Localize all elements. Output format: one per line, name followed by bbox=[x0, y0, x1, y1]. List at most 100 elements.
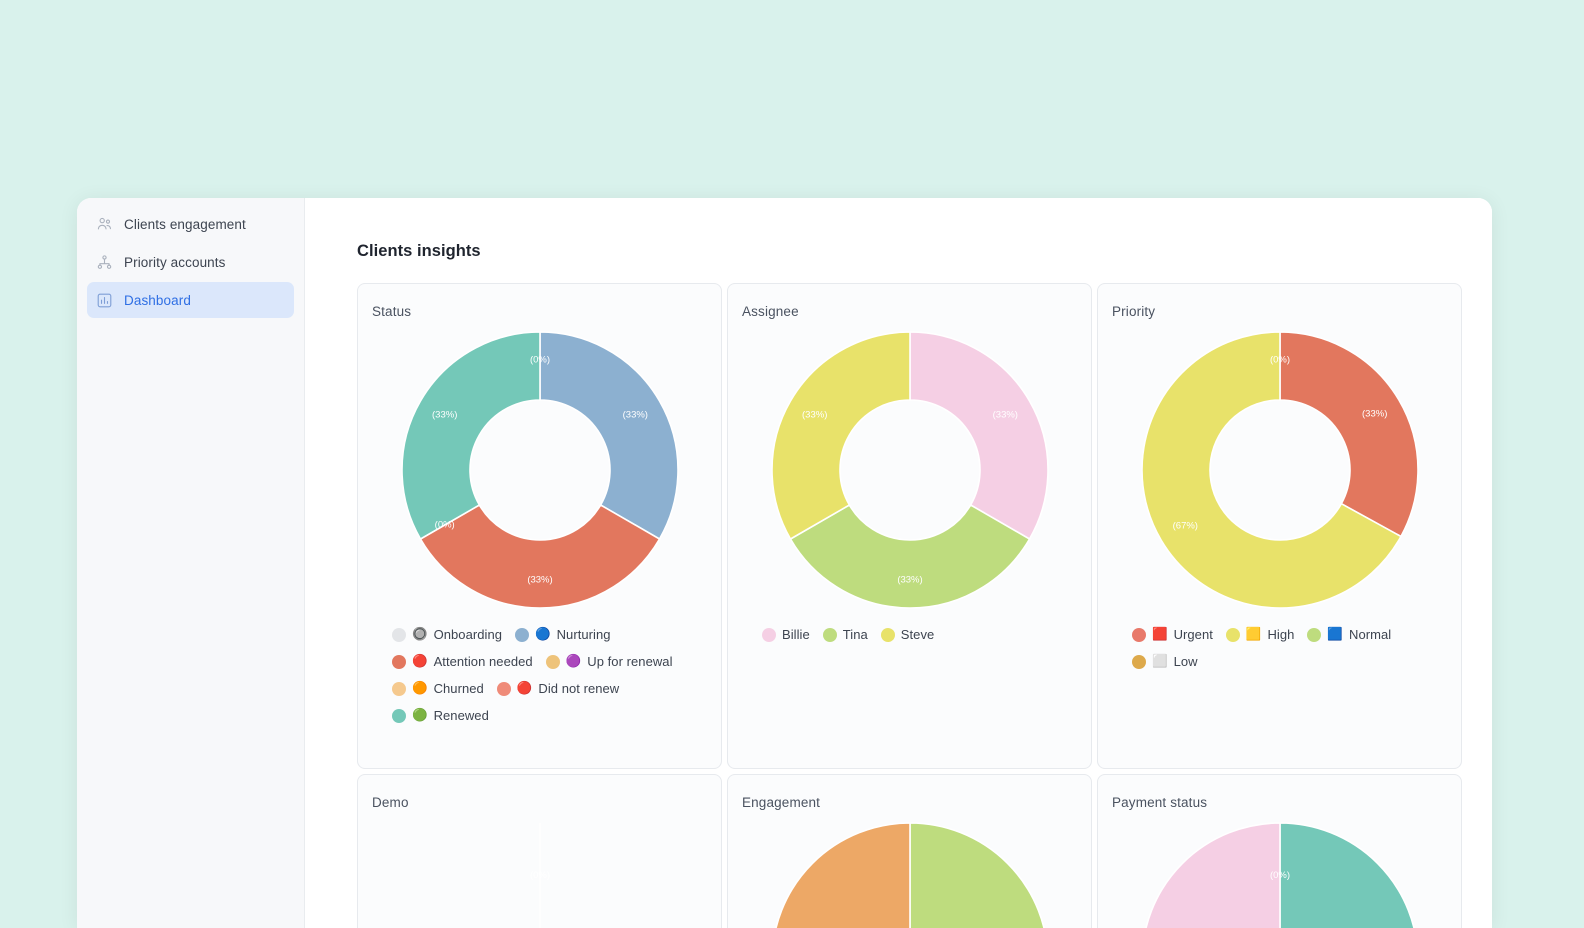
legend-color-dot bbox=[880, 627, 895, 642]
chart-card-grid: Status (0%) (33%) (33%) (0%) (33%) 🔘 Onboarding… bbox=[357, 283, 1492, 928]
red-circle-emoji: 🔴 bbox=[516, 681, 533, 696]
legend-item[interactable]: 🔴 Attention needed bbox=[392, 654, 533, 669]
legend-color-dot bbox=[392, 708, 406, 723]
legend-color-dot bbox=[1307, 627, 1322, 642]
legend-item[interactable]: 🔵 Nurturing bbox=[515, 627, 611, 642]
chart-card-title: Demo bbox=[372, 795, 409, 810]
white-square-emoji: ⬜ bbox=[1152, 654, 1168, 669]
legend-item[interactable]: 🟦 Normal bbox=[1307, 627, 1391, 642]
legend-label: Churned bbox=[433, 681, 484, 696]
chart-card-title: Payment status bbox=[1112, 795, 1208, 810]
legend-label: Renewed bbox=[433, 708, 489, 723]
donut-chart[interactable]: (33%) (33%) (33%) bbox=[742, 325, 1077, 615]
chart-card-payment-status: Payment status (0%) bbox=[1097, 774, 1462, 928]
legend-item[interactable]: Billie bbox=[762, 627, 810, 642]
sidebar-item-clients-engagement[interactable]: Clients engagement bbox=[87, 206, 294, 242]
legend-label: Did not renew bbox=[538, 681, 620, 696]
chart-legend: Billie Tina Steve bbox=[742, 615, 1077, 642]
legend-label: Normal bbox=[1349, 627, 1392, 642]
donut-slice[interactable] bbox=[770, 331, 911, 541]
chart-card-engagement: Engagement bbox=[727, 774, 1092, 928]
slice-percent-label: (33%) bbox=[527, 575, 552, 586]
chart-card-demo: Demo (0%) bbox=[357, 774, 722, 928]
slice-percent-label: (67%) bbox=[1172, 521, 1197, 532]
legend-color-dot bbox=[392, 681, 406, 696]
slice-percent-label: (33%) bbox=[992, 410, 1017, 421]
chart-card-priority: Priority (0%) (33%) (67%) 🟥 Urgent 🟨 High 🟦 Norma… bbox=[1097, 283, 1462, 769]
donut-chart[interactable]: (0%) (33%) (33%) (0%) (33%) bbox=[372, 325, 707, 615]
donut-chart[interactable]: (0%) bbox=[372, 816, 707, 928]
sidebar-item-label: Clients engagement bbox=[124, 216, 246, 232]
sidebar-item-priority-accounts[interactable]: Priority accounts bbox=[87, 244, 294, 280]
legend-item[interactable]: 🟨 High bbox=[1225, 627, 1295, 642]
blue-square-emoji: 🟦 bbox=[1327, 627, 1343, 642]
legend-color-dot bbox=[1225, 627, 1240, 642]
legend-color-dot bbox=[822, 627, 837, 642]
donut-chart[interactable]: (0%) bbox=[1112, 816, 1447, 928]
legend-label: Onboarding bbox=[433, 627, 503, 642]
sidebar-item-dashboard[interactable]: Dashboard bbox=[87, 282, 294, 318]
legend-item[interactable]: 🟢 Renewed bbox=[392, 708, 489, 723]
chart-card-title: Priority bbox=[1112, 304, 1156, 319]
donut-chart[interactable]: (0%) (33%) (67%) bbox=[1112, 325, 1447, 615]
donut-slice[interactable] bbox=[908, 822, 1048, 928]
sidebar-item-label: Dashboard bbox=[124, 292, 191, 308]
legend-item[interactable]: 🔴 Did not renew bbox=[496, 681, 620, 696]
users-icon bbox=[96, 216, 113, 233]
red-square-emoji: 🟥 bbox=[1152, 627, 1168, 642]
legend-item[interactable]: 🟣 Up for renewal bbox=[545, 654, 673, 669]
legend-item[interactable]: 🟥 Urgent bbox=[1132, 627, 1213, 642]
donut-slice[interactable] bbox=[772, 822, 911, 928]
donut-slice[interactable] bbox=[1142, 822, 1281, 928]
sidebar-item-label: Priority accounts bbox=[124, 254, 226, 270]
donut-slice[interactable] bbox=[418, 503, 661, 609]
chart-card-title: Engagement bbox=[742, 795, 821, 810]
chart-legend: 🟥 Urgent 🟨 High 🟦 Normal ⬜ Low bbox=[1112, 615, 1447, 669]
slice-percent-label: (33%) bbox=[622, 410, 647, 421]
legend-color-dot bbox=[496, 681, 511, 696]
donut-slice[interactable] bbox=[1278, 331, 1419, 538]
slice-percent-label: (33%) bbox=[1362, 409, 1387, 420]
legend-item[interactable]: Tina bbox=[822, 627, 868, 642]
purple-circle-emoji: 🟣 bbox=[565, 654, 582, 669]
slice-percent-label: (33%) bbox=[432, 410, 457, 421]
donut-slice[interactable] bbox=[400, 331, 541, 541]
legend-label: Nurturing bbox=[556, 627, 611, 642]
donut-slice[interactable] bbox=[788, 503, 1031, 609]
green-circle-emoji: 🟢 bbox=[412, 708, 428, 723]
legend-color-dot bbox=[762, 627, 776, 642]
legend-item[interactable]: ⬜ Low bbox=[1132, 654, 1198, 669]
legend-color-dot bbox=[1132, 654, 1146, 669]
legend-color-dot bbox=[1132, 627, 1146, 642]
slice-percent-label: (0%) bbox=[1269, 355, 1289, 366]
legend-label: Low bbox=[1173, 654, 1198, 669]
legend-label: Up for renewal bbox=[587, 654, 673, 669]
donut-slice[interactable] bbox=[538, 331, 679, 541]
slice-percent-label: (0%) bbox=[529, 870, 549, 881]
main-content: Clients insights Status (0%) (33%) (33%) (0%… bbox=[305, 198, 1492, 928]
chart-legend: 🔘 Onboarding 🔵 Nurturing 🔴 Attention needed 🟣 U… bbox=[372, 615, 707, 723]
legend-label: Tina bbox=[842, 627, 868, 642]
orange-circle-emoji: 🟠 bbox=[412, 681, 428, 696]
chart-card-status: Status (0%) (33%) (33%) (0%) (33%) 🔘 Onboarding… bbox=[357, 283, 722, 769]
donut-chart[interactable] bbox=[742, 816, 1077, 928]
legend-label: High bbox=[1267, 627, 1295, 642]
sidebar: Clients engagement Priority accounts Dashb… bbox=[77, 198, 305, 928]
red-circle-emoji: 🔴 bbox=[412, 654, 428, 669]
legend-color-dot bbox=[515, 627, 530, 642]
legend-color-dot bbox=[392, 654, 406, 669]
dark-circle-emoji: 🔘 bbox=[412, 627, 428, 642]
donut-slice[interactable] bbox=[1278, 822, 1418, 928]
slice-percent-label: (33%) bbox=[802, 410, 827, 421]
legend-item[interactable]: Steve bbox=[880, 627, 935, 642]
slice-percent-label: (0%) bbox=[1269, 870, 1289, 881]
donut-slice[interactable] bbox=[908, 331, 1049, 541]
legend-item[interactable]: 🟠 Churned bbox=[392, 681, 484, 696]
legend-label: Attention needed bbox=[433, 654, 533, 669]
donut-slice[interactable] bbox=[1140, 331, 1402, 609]
legend-color-dot bbox=[392, 627, 406, 642]
chart-card-title: Status bbox=[372, 304, 412, 319]
legend-color-dot bbox=[545, 654, 560, 669]
legend-label: Steve bbox=[900, 627, 935, 642]
legend-item[interactable]: 🔘 Onboarding bbox=[392, 627, 502, 642]
